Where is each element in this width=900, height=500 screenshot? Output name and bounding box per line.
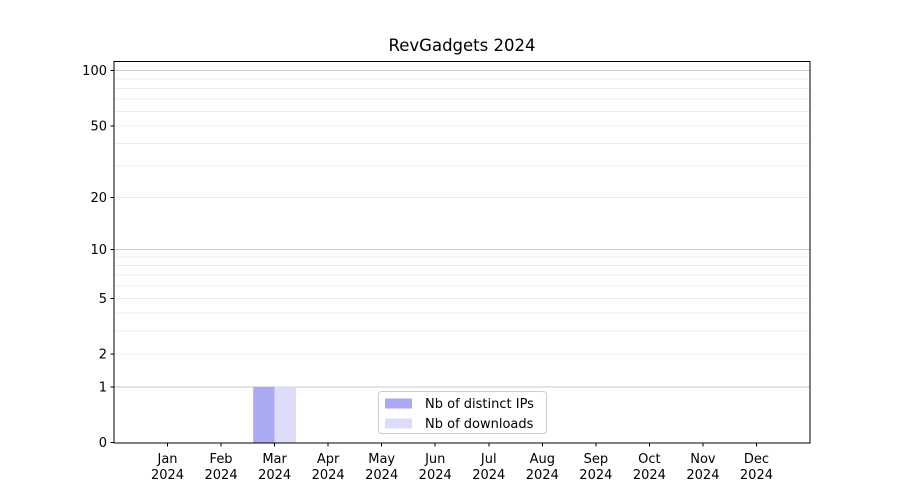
legend-label: Nb of distinct IPs [425,397,534,412]
x-tick-label: Jun 2024 [419,452,452,483]
bars [253,386,297,443]
y-tick-label: 0 [99,436,107,451]
x-tick-label: Feb 2024 [205,452,238,483]
y-tick-label: 10 [90,243,107,258]
y-tick-label: 1 [99,380,107,395]
y-tick-label: 100 [82,64,107,79]
y-tick-label: 2 [99,348,107,363]
gridlines [114,70,810,388]
x-tick-label: Apr 2024 [312,452,345,483]
legend-swatch [385,418,412,429]
legend-box [378,391,547,434]
x-axis: Jan 2024 Feb 2024 Mar 2024 Apr 2024 May 2024 Jun 20… [151,443,773,483]
x-tick-label: Sep 2024 [579,452,612,483]
legend-swatch [385,398,412,409]
x-tick-label: Jan 2024 [151,452,184,483]
chart-title: RevGadgets 2024 [389,36,536,55]
bar-nb-of-downloads [274,386,297,443]
bar-nb-of-distinct-ips [253,386,275,443]
x-tick-label: Dec 2024 [740,452,773,483]
legend-label: Nb of downloads [425,417,534,432]
y-tick-label: 5 [99,292,107,307]
legend: Nb of distinct IPs Nb of downloads [378,391,547,434]
x-tick-label: Jul 2024 [472,452,505,483]
x-tick-label: May 2024 [365,452,398,483]
x-tick-label: Oct 2024 [633,452,666,483]
plot-border [113,61,811,444]
x-tick-label: Nov 2024 [686,452,719,483]
y-axis: 0 1 2 5 10 20 50 100 [82,64,114,451]
x-tick-label: Mar 2024 [258,452,291,483]
y-tick-label: 50 [90,119,107,134]
x-tick-label: Aug 2024 [526,452,559,483]
y-tick-label: 20 [90,191,107,206]
